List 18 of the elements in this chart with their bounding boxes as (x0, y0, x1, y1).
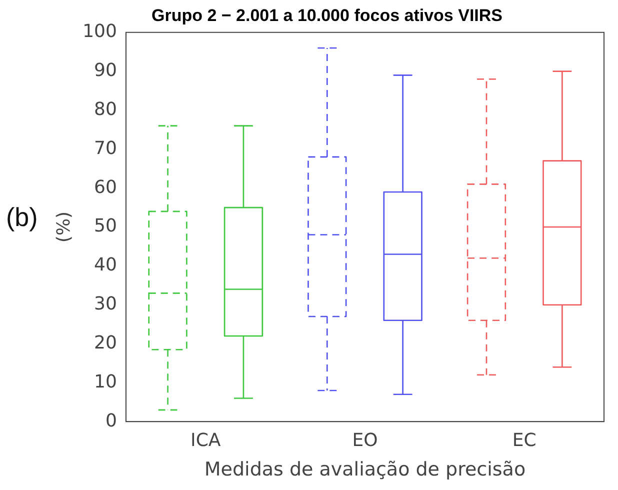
y-tick-label: 40 (94, 254, 117, 276)
y-tick-label: 50 (94, 216, 117, 237)
x-tick-label: ICA (190, 430, 222, 452)
x-axis-title: Medidas de avaliação de precisão (204, 458, 526, 481)
x-tick-label: EC (512, 430, 536, 452)
y-tick-label: 100 (82, 21, 117, 42)
y-tick-label: 80 (94, 98, 117, 120)
y-tick-label: 90 (94, 60, 117, 81)
y-tick-label: 0 (106, 410, 117, 432)
y-tick-label: 20 (94, 332, 117, 354)
y-axis-title: (%) (53, 211, 74, 243)
y-tick-label: 30 (94, 294, 117, 315)
y-tick-label: 60 (94, 176, 117, 198)
y-tick-label: 70 (94, 138, 117, 159)
y-tick-label: 10 (94, 371, 117, 392)
text: (b) (6, 202, 38, 233)
x-tick-label: EO (352, 430, 378, 452)
chart-title: Grupo 2 − 2.001 a 10.000 focos ativos VIIRS (151, 6, 503, 25)
